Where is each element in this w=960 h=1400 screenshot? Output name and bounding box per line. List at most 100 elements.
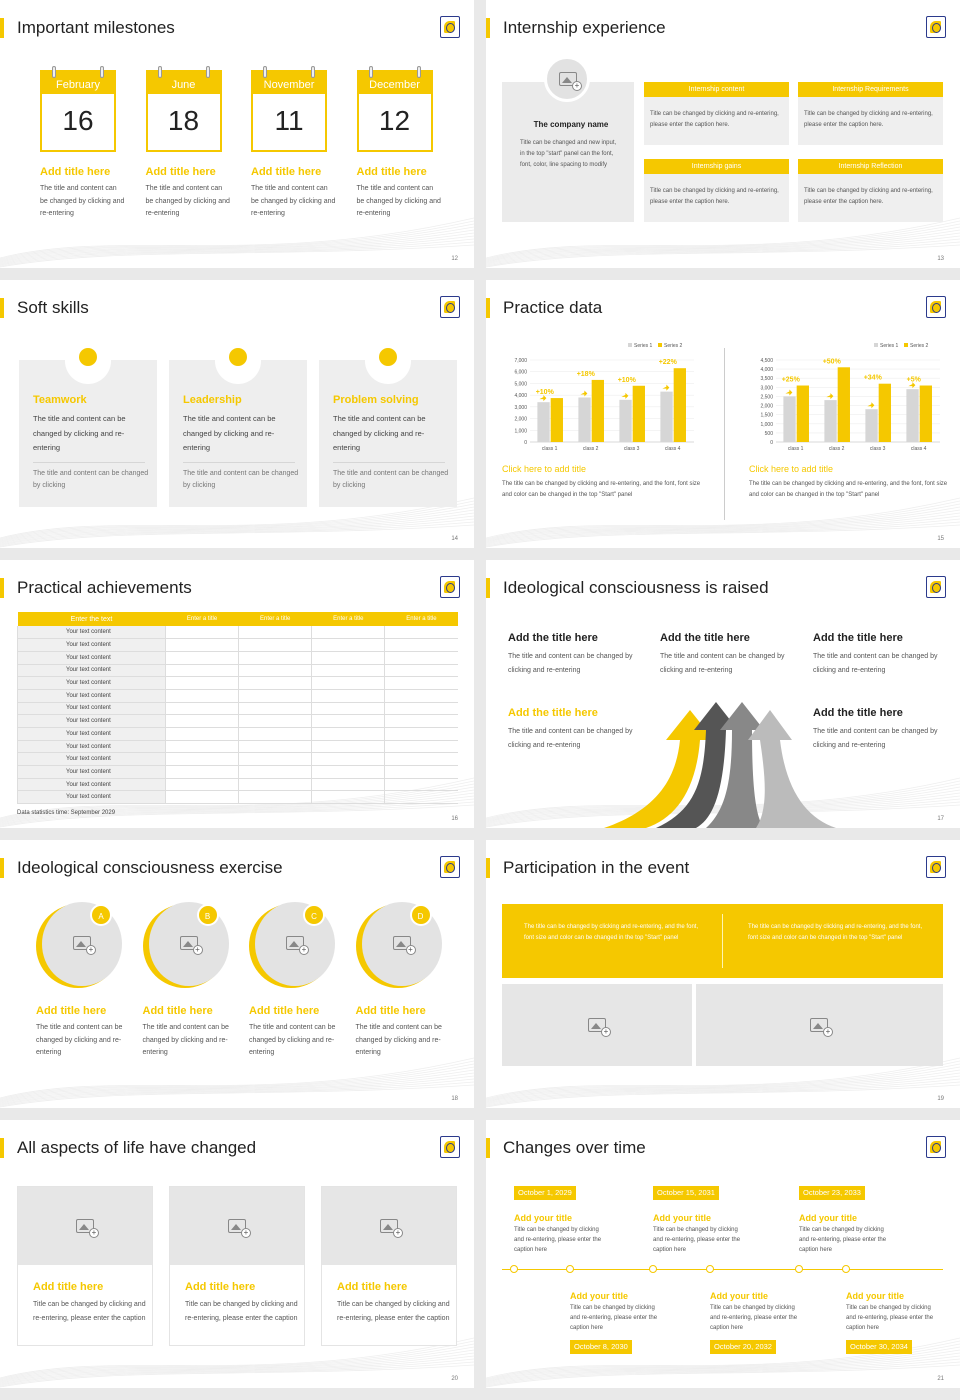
timeline-title[interactable]: Add your title (570, 1291, 628, 1301)
timeline-title[interactable]: Add your title (514, 1213, 572, 1223)
table-cell[interactable] (164, 727, 239, 741)
table-cell[interactable] (164, 740, 239, 754)
milestone-title[interactable]: Add title here (251, 166, 322, 178)
table-cell-label: Your text content (17, 765, 166, 779)
table-cell[interactable] (311, 676, 385, 690)
slide-participation-event[interactable]: Participation in the event The title can… (486, 840, 960, 1108)
table-cell[interactable] (164, 651, 239, 665)
table-cell[interactable] (384, 638, 458, 652)
table-cell[interactable] (164, 714, 239, 728)
table-cell[interactable] (238, 689, 312, 703)
table-cell[interactable] (384, 740, 458, 754)
table-cell[interactable] (238, 714, 312, 728)
exercise-title[interactable]: Add title here (355, 1005, 426, 1017)
table-cell[interactable] (238, 651, 312, 665)
table-cell[interactable] (164, 765, 239, 779)
table-cell[interactable] (384, 778, 458, 792)
table-cell[interactable] (384, 651, 458, 665)
table-cell[interactable] (164, 689, 239, 703)
table-cell[interactable] (311, 740, 385, 754)
table-cell[interactable] (164, 702, 239, 716)
life-card-title[interactable]: Add title here (337, 1281, 408, 1293)
slide-important-milestones[interactable]: Important milestones February 16 Add title… (0, 0, 474, 268)
table-cell[interactable] (384, 626, 458, 640)
life-card-image[interactable] (322, 1187, 456, 1265)
table-cell[interactable] (384, 752, 458, 767)
table-cell[interactable] (164, 638, 239, 652)
chart-right-caption[interactable]: Click here to add title (749, 464, 834, 474)
table-cell[interactable] (384, 664, 458, 678)
table-cell[interactable] (164, 790, 239, 805)
table-cell[interactable] (238, 790, 312, 805)
point-title[interactable]: Add the title here (508, 707, 598, 719)
table-cell[interactable] (164, 626, 239, 640)
table-cell[interactable] (238, 676, 312, 690)
skill-title[interactable]: Leadership (183, 394, 242, 406)
table-cell[interactable] (164, 778, 239, 792)
table-cell[interactable] (311, 765, 385, 779)
life-card-image[interactable] (170, 1187, 304, 1265)
table-cell[interactable] (238, 638, 312, 652)
life-card-title[interactable]: Add title here (33, 1281, 104, 1293)
slide-changes-over-time[interactable]: Changes over time October 1, 2029 Add you… (486, 1120, 960, 1388)
milestone-title[interactable]: Add title here (356, 166, 427, 178)
company-image-placeholder[interactable] (544, 56, 590, 102)
table-cell[interactable] (164, 752, 239, 767)
timeline-title[interactable]: Add your title (710, 1291, 768, 1301)
table-cell[interactable] (238, 740, 312, 754)
table-cell[interactable] (384, 714, 458, 728)
timeline-title[interactable]: Add your title (799, 1213, 857, 1223)
table-cell[interactable] (384, 765, 458, 779)
table-cell[interactable] (384, 702, 458, 716)
table-cell[interactable] (311, 714, 385, 728)
table-cell[interactable] (238, 664, 312, 678)
point-title[interactable]: Add the title here (813, 632, 903, 644)
life-card-title[interactable]: Add title here (185, 1281, 256, 1293)
table-cell[interactable] (311, 664, 385, 678)
table-cell[interactable] (238, 778, 312, 792)
timeline-title[interactable]: Add your title (846, 1291, 904, 1301)
table-cell[interactable] (238, 626, 312, 640)
milestone-title[interactable]: Add title here (40, 166, 111, 178)
point-title[interactable]: Add the title here (660, 632, 750, 644)
slide-internship-experience[interactable]: Internship experience The company name T… (486, 0, 960, 268)
table-cell[interactable] (164, 676, 239, 690)
table-cell[interactable] (238, 752, 312, 767)
slide-soft-skills[interactable]: Soft skills Teamwork The title and conten… (0, 280, 474, 548)
table-cell[interactable] (311, 651, 385, 665)
chart-left-caption[interactable]: Click here to add title (502, 464, 587, 474)
slide-ideological-raised[interactable]: Ideological consciousness is raised Add … (486, 560, 960, 828)
table-cell[interactable] (384, 689, 458, 703)
table-cell[interactable] (311, 626, 385, 640)
milestone-title[interactable]: Add title here (145, 166, 216, 178)
point-title[interactable]: Add the title here (508, 632, 598, 644)
table-cell[interactable] (238, 765, 312, 779)
table-cell[interactable] (311, 790, 385, 805)
point-title[interactable]: Add the title here (813, 707, 903, 719)
table-cell[interactable] (384, 790, 458, 805)
life-card-image[interactable] (18, 1187, 152, 1265)
event-image-right[interactable] (696, 984, 943, 1066)
skill-title[interactable]: Problem solving (333, 394, 419, 406)
table-cell[interactable] (311, 702, 385, 716)
skill-title[interactable]: Teamwork (33, 394, 87, 406)
table-cell[interactable] (164, 664, 239, 678)
table-cell[interactable] (238, 727, 312, 741)
exercise-title[interactable]: Add title here (142, 1005, 213, 1017)
table-cell[interactable] (384, 727, 458, 741)
event-image-left[interactable] (502, 984, 692, 1066)
table-cell[interactable] (311, 638, 385, 652)
timeline-title[interactable]: Add your title (653, 1213, 711, 1223)
slide-ideological-exercise[interactable]: Ideological consciousness exercise A Add … (0, 840, 474, 1108)
table-cell[interactable] (311, 727, 385, 741)
table-cell[interactable] (311, 689, 385, 703)
slide-life-changed[interactable]: All aspects of life have changed Add tit… (0, 1120, 474, 1388)
table-cell[interactable] (238, 702, 312, 716)
slide-practice-data[interactable]: Practice data Series 1 Series 2 7,000 6,000… (486, 280, 960, 548)
exercise-title[interactable]: Add title here (36, 1005, 107, 1017)
exercise-title[interactable]: Add title here (249, 1005, 320, 1017)
table-cell[interactable] (384, 676, 458, 690)
table-cell[interactable] (311, 752, 385, 767)
table-cell[interactable] (311, 778, 385, 792)
slide-practical-achievements[interactable]: Practical achievements Enter the text Ent… (0, 560, 474, 828)
